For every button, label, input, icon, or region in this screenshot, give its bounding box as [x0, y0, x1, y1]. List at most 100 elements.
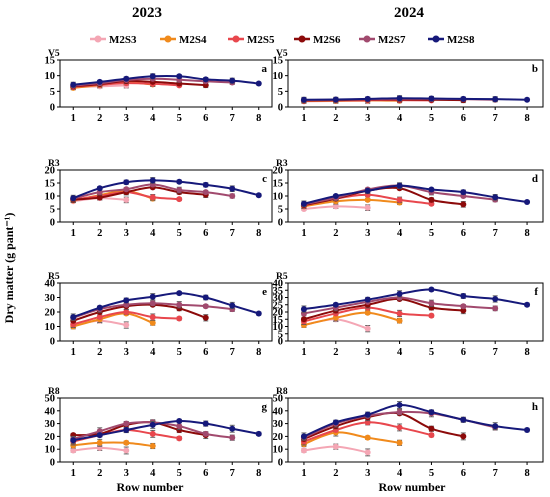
x-tick-label: 8 [524, 468, 529, 479]
legend-label: M2S5 [247, 34, 275, 46]
x-tick-label: 1 [301, 228, 306, 239]
y-tick-label: 10 [45, 71, 56, 82]
y-tick-label: 15 [45, 179, 56, 190]
series-m2s8 [70, 177, 262, 202]
legend-item-m2s5: M2S5 [228, 34, 275, 46]
panel-c: R3 c 0 5 10 15 20 1 2 3 4 5 6 7 8 [45, 159, 273, 239]
data-point [123, 297, 130, 304]
data-point [364, 196, 371, 203]
data-point [396, 402, 403, 409]
panel-letter: a [262, 63, 268, 75]
y-tick-label: 20 [273, 308, 284, 319]
data-point [149, 319, 156, 326]
plot-frame [59, 397, 273, 463]
data-point [123, 447, 130, 454]
data-point [492, 423, 499, 430]
x-tick-label: 6 [203, 347, 208, 358]
panel-letter: e [262, 286, 267, 298]
data-point [364, 296, 371, 303]
data-point [202, 420, 209, 427]
y-tick-label: 30 [273, 293, 284, 304]
data-point [123, 427, 130, 433]
x-tick-label: 4 [150, 228, 156, 239]
growth-stage-label: R3 [48, 159, 60, 169]
x-tick-label: 1 [301, 347, 306, 358]
x-tick-label: 2 [97, 347, 102, 358]
data-point [364, 411, 371, 418]
x-tick-label: 6 [461, 468, 466, 479]
panel-letter: b [532, 63, 538, 75]
data-point [460, 95, 467, 102]
data-point [524, 427, 531, 433]
series-m2s8 [70, 73, 262, 88]
x-tick-label: 8 [524, 347, 529, 358]
y-tick-label: 0 [278, 218, 283, 229]
x-tick-label: 2 [333, 113, 338, 124]
x-tick-label: 4 [397, 228, 403, 239]
data-point [202, 181, 209, 188]
data-point [176, 178, 183, 185]
x-tick-label: 6 [203, 228, 208, 239]
data-point [460, 303, 467, 310]
series-m2s8 [300, 182, 531, 208]
x-tick-label: 7 [493, 347, 498, 358]
data-point [96, 439, 103, 446]
series-m2s8 [300, 286, 531, 313]
data-point [300, 96, 307, 103]
data-point [123, 309, 130, 315]
panel-letter: c [262, 173, 267, 185]
x-tick-label: 1 [71, 468, 76, 479]
y-tick-label: 15 [273, 56, 284, 67]
y-tick-label: 50 [273, 394, 284, 405]
data-point [70, 437, 77, 444]
x-tick-label: 1 [71, 113, 76, 124]
data-point [428, 286, 435, 293]
y-tick-label: 0 [278, 103, 283, 114]
y-tick-label: 30 [273, 419, 284, 430]
series-m2s8 [70, 418, 262, 445]
series-line [303, 198, 400, 208]
y-axis-label: Dry matter (g pant⁻¹) [2, 213, 16, 324]
data-point [300, 306, 307, 313]
data-point [70, 314, 77, 321]
y-tick-label: 20 [45, 166, 56, 177]
data-point [176, 73, 183, 80]
data-point [123, 196, 130, 203]
data-point [332, 193, 339, 199]
data-point [176, 435, 183, 442]
data-point [176, 187, 183, 194]
data-point [202, 294, 209, 301]
data-point [96, 185, 103, 192]
y-tick-label: 0 [50, 103, 55, 114]
plot-frame [287, 397, 544, 463]
data-point [123, 420, 130, 427]
data-point [428, 95, 435, 102]
y-tick-label: 10 [273, 445, 284, 456]
x-tick-label: 6 [461, 347, 466, 358]
x-tick-label: 3 [365, 228, 370, 239]
data-point [428, 300, 435, 307]
series-m2s3 [300, 443, 371, 457]
data-point [229, 193, 236, 199]
x-tick-label: 2 [97, 113, 102, 124]
data-point [460, 307, 467, 314]
column-title-2024: 2024 [394, 5, 425, 21]
x-tick-label: 2 [333, 468, 338, 479]
y-tick-label: 0 [50, 337, 55, 348]
data-point [460, 293, 467, 300]
data-point [149, 73, 156, 80]
panel-letter: f [534, 286, 538, 298]
legend-marker [432, 35, 440, 43]
y-tick-label: 35 [273, 286, 284, 297]
data-point [96, 194, 103, 201]
x-tick-label: 7 [230, 468, 235, 479]
x-tick-label: 7 [230, 113, 235, 124]
y-tick-label: 10 [273, 192, 284, 203]
x-tick-label: 6 [203, 113, 208, 124]
growth-stage-label: V5 [276, 49, 288, 59]
growth-stage-label: R5 [276, 272, 288, 282]
x-tick-label: 5 [177, 468, 182, 479]
data-point [428, 312, 435, 319]
